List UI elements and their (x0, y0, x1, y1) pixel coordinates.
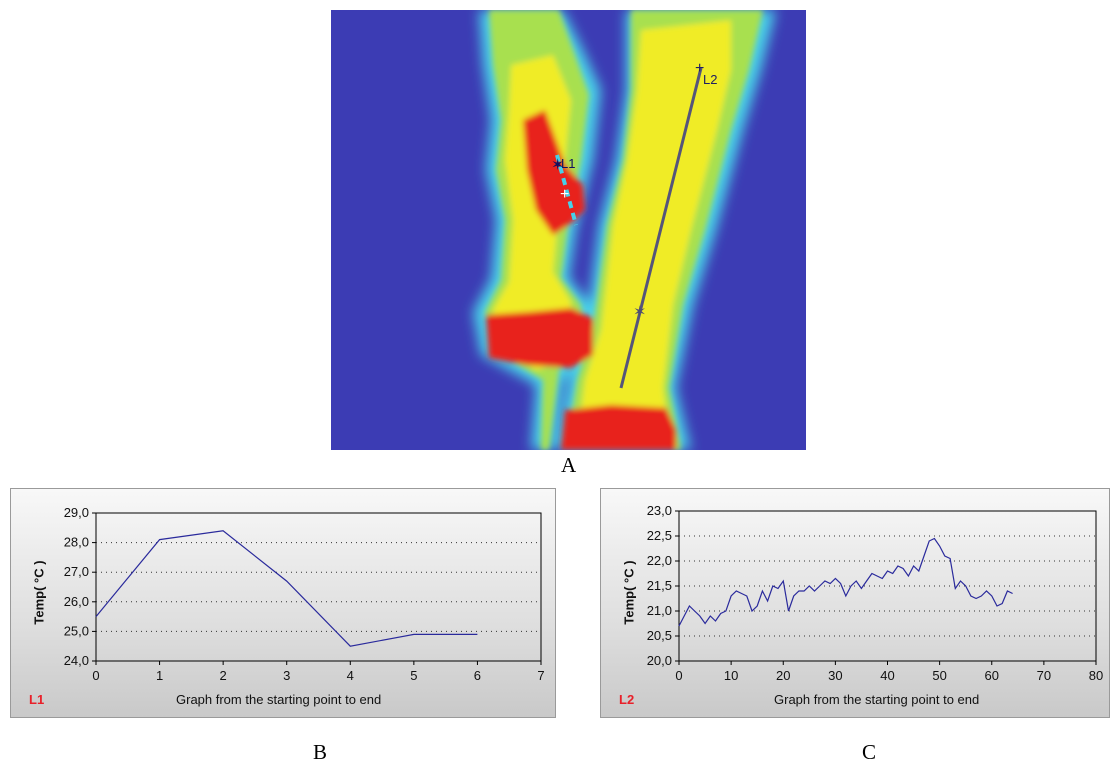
l1-label: L1 (561, 156, 575, 171)
chart-c-y-tick-label: 20,0 (647, 653, 672, 668)
chart-c-y-tick-label: 20,5 (647, 628, 672, 643)
chart-c-x-title: Graph from the starting point to end (774, 692, 980, 707)
chart-c-x-tick-label: 60 (985, 668, 999, 683)
l2-marker-mid: ✶ (633, 304, 646, 321)
chart-b-y-tick-label: 28,0 (64, 535, 89, 550)
l1-marker-mid: + (560, 186, 569, 203)
chart-c-panel-label: L2 (619, 692, 635, 707)
l1-line (555, 154, 578, 226)
chart-c-panel: 20,0 20,5 21,0 21,5 22,0 22,5 23,0 0 10 20 30 40 50 6… (600, 488, 1110, 718)
chart-c-x-tick-label: 50 (932, 668, 946, 683)
left-hoof-hot (486, 308, 593, 368)
chart-b-panel: 24,0 25,0 26,0 27,0 28,0 29,0 0 1 2 3 4 5 6 7 Temp( °… (10, 488, 556, 718)
chart-b-x-tick-label: 7 (537, 668, 544, 683)
chart-b-y-tick-label: 25,0 (64, 623, 89, 638)
chart-b-y-title: Temp( °C ) (31, 560, 47, 625)
l2-line (619, 67, 703, 389)
chart-c-x-tick-label: 10 (724, 668, 738, 683)
chart-c-x-tick-label: 70 (1037, 668, 1051, 683)
chart-b-x-tick-label: 2 (220, 668, 227, 683)
chart-c-y-tick-label: 22,5 (647, 528, 672, 543)
caption-a: A (561, 453, 577, 477)
chart-c-plot-frame (678, 510, 1097, 662)
chart-b-x-title: Graph from the starting point to end (176, 692, 382, 707)
chart-b-x-tick-label: 1 (156, 668, 163, 683)
right-hoof-hot (561, 405, 676, 450)
chart-b-y-tick-label: 29,0 (64, 505, 89, 520)
chart-b-x-tick-label: 6 (474, 668, 481, 683)
chart-c-x-tick-label: 80 (1089, 668, 1103, 683)
chart-c-y-tick-label: 22,0 (647, 553, 672, 568)
chart-b-series-line (95, 530, 478, 647)
chart-c-x-tick-label: 0 (675, 668, 682, 683)
caption-b: B (313, 740, 328, 764)
chart-b-svg: 24,0 25,0 26,0 27,0 28,0 29,0 0 1 2 3 4 5 6 7 (64, 505, 545, 683)
chart-b-y-tick-label: 26,0 (64, 594, 89, 609)
chart-c-x-tick-label: 20 (776, 668, 790, 683)
l2-label: L2 (703, 72, 717, 87)
chart-c-x-tick-label: 30 (828, 668, 842, 683)
chart-c-svg: 20,0 20,5 21,0 21,5 22,0 22,5 23,0 0 10 20 30 40 50 6… (647, 503, 1104, 683)
chart-b-x-tick-label: 5 (410, 668, 417, 683)
chart-b-x-tick-label: 3 (283, 668, 290, 683)
chart-c-series-line (678, 537, 1013, 627)
chart-c-y-title: Temp( °C ) (621, 560, 637, 625)
chart-b-panel-label: L1 (29, 692, 45, 707)
chart-c-x-tick-label: 40 (880, 668, 894, 683)
chart-c-y-tick-label: 21,5 (647, 578, 672, 593)
chart-b-y-tick-label: 27,0 (64, 564, 89, 579)
l1-marker-start: ✶ (551, 157, 564, 174)
chart-c-y-tick-label: 21,0 (647, 603, 672, 618)
caption-c: C (862, 740, 877, 764)
right-leg-warm (576, 20, 731, 450)
chart-b-y-tick-label: 24,0 (64, 653, 89, 668)
chart-b-plot-frame (95, 512, 542, 662)
chart-b-x-tick-label: 0 (92, 668, 99, 683)
chart-c-y-tick-label: 23,0 (647, 503, 672, 518)
thermal-image: ✶ L1 + + L2 ✶ (331, 10, 806, 450)
l2-marker-start: + (695, 60, 704, 77)
chart-b-x-tick-label: 4 (347, 668, 354, 683)
